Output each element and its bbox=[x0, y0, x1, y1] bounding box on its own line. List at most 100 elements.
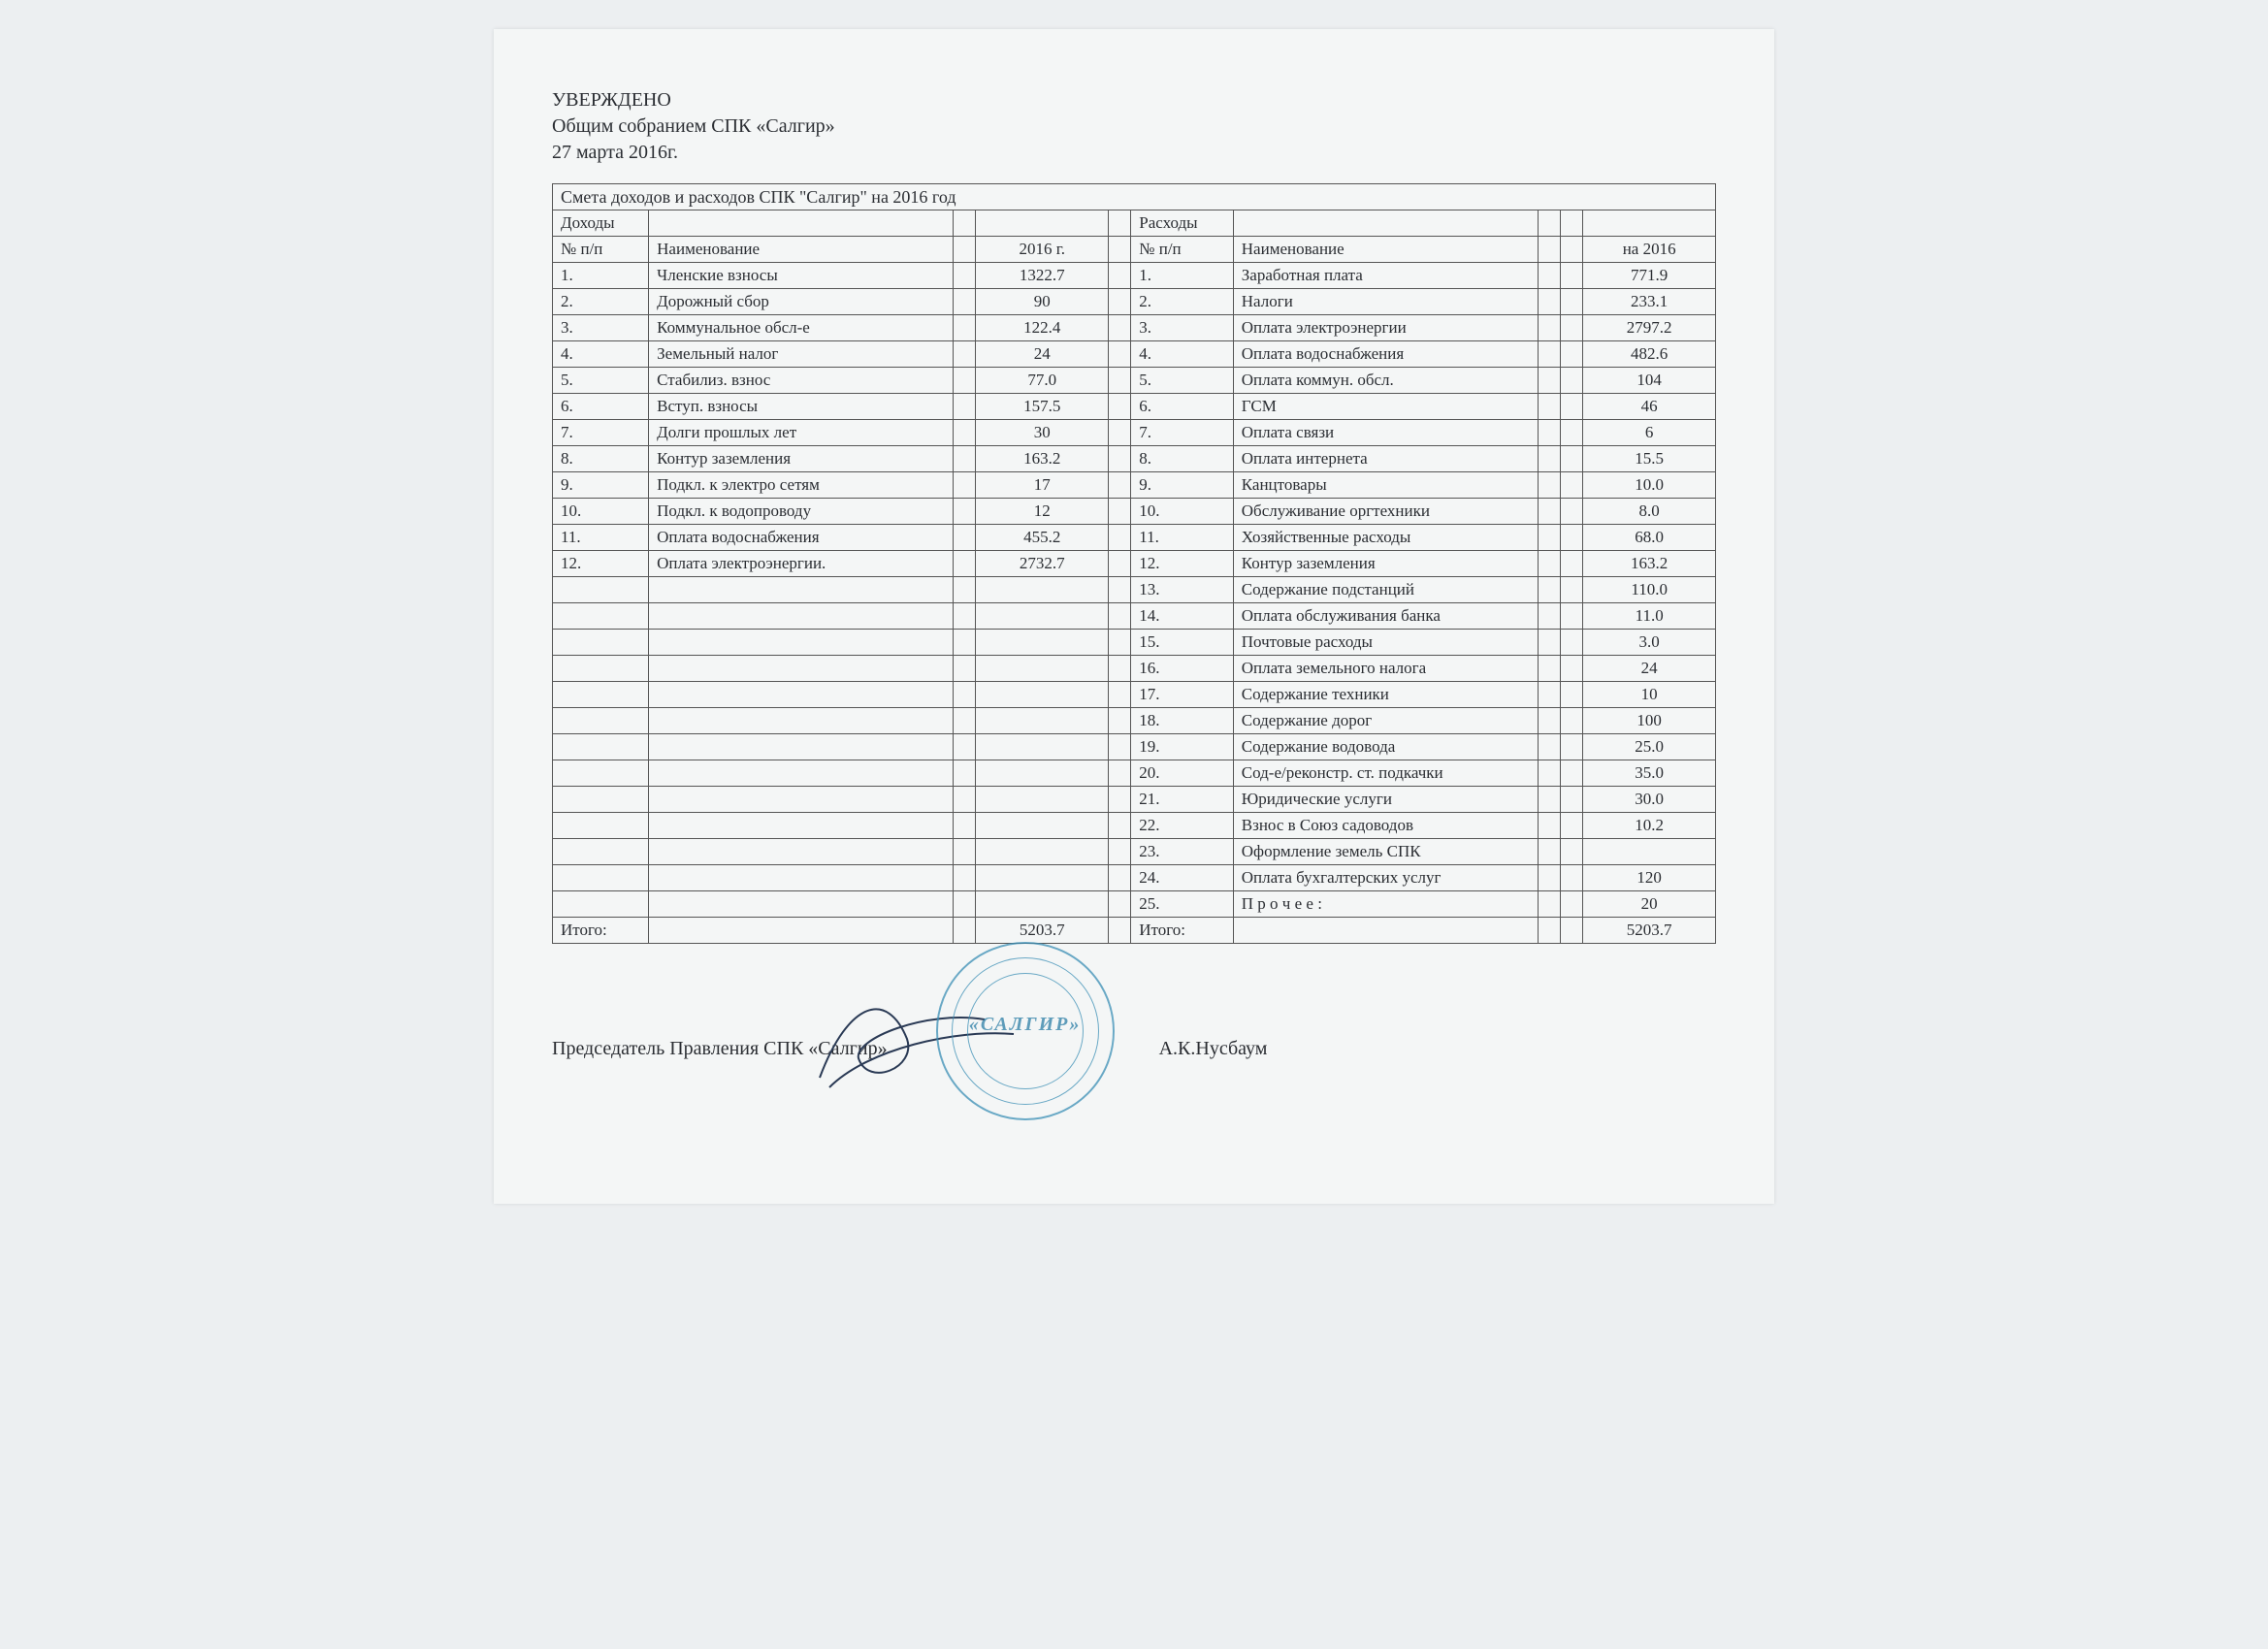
income-name: Оплата водоснабжения bbox=[649, 525, 954, 551]
income-value: 30 bbox=[976, 420, 1109, 446]
table-row: 14.Оплата обслуживания банка11.0 bbox=[553, 603, 1716, 630]
income-value bbox=[976, 865, 1109, 891]
expense-name: Содержание водовода bbox=[1233, 734, 1538, 760]
income-num bbox=[553, 603, 649, 630]
income-num: 1. bbox=[553, 263, 649, 289]
table-row: 20.Сод-е/реконстр. ст. подкачки35.0 bbox=[553, 760, 1716, 787]
expense-num: 10. bbox=[1131, 499, 1234, 525]
totals-row: Итого: 5203.7 Итого: 5203.7 bbox=[553, 918, 1716, 944]
expense-name: Взнос в Союз садоводов bbox=[1233, 813, 1538, 839]
expense-value: 120 bbox=[1583, 865, 1716, 891]
expense-value: 771.9 bbox=[1583, 263, 1716, 289]
expense-num-header: № п/п bbox=[1131, 237, 1234, 263]
expense-num: 8. bbox=[1131, 446, 1234, 472]
table-title-row: Смета доходов и расходов СПК "Салгир" на… bbox=[553, 184, 1716, 210]
income-num bbox=[553, 630, 649, 656]
expense-name: Юридические услуги bbox=[1233, 787, 1538, 813]
expense-value: 163.2 bbox=[1583, 551, 1716, 577]
table-row: 4.Земельный налог244.Оплата водоснабжени… bbox=[553, 341, 1716, 368]
table-row: 17.Содержание техники10 bbox=[553, 682, 1716, 708]
expense-name: Оплата связи bbox=[1233, 420, 1538, 446]
expense-name: Содержание дорог bbox=[1233, 708, 1538, 734]
income-value: 455.2 bbox=[976, 525, 1109, 551]
income-name: Долги прошлых лет bbox=[649, 420, 954, 446]
expense-value: 482.6 bbox=[1583, 341, 1716, 368]
income-name bbox=[649, 708, 954, 734]
income-name bbox=[649, 603, 954, 630]
income-value bbox=[976, 656, 1109, 682]
expense-name: Оформление земель СПК bbox=[1233, 839, 1538, 865]
income-name: Дорожный сбор bbox=[649, 289, 954, 315]
expense-name: Содержание подстанций bbox=[1233, 577, 1538, 603]
income-total-label: Итого: bbox=[553, 918, 649, 944]
expense-name: ГСМ bbox=[1233, 394, 1538, 420]
expense-value bbox=[1583, 839, 1716, 865]
income-value bbox=[976, 760, 1109, 787]
table-row: 22.Взнос в Союз садоводов10.2 bbox=[553, 813, 1716, 839]
income-value: 77.0 bbox=[976, 368, 1109, 394]
table-row: 9.Подкл. к электро сетям179.Канцтовары10… bbox=[553, 472, 1716, 499]
income-value bbox=[976, 603, 1109, 630]
expense-name: Содержание техники bbox=[1233, 682, 1538, 708]
income-name bbox=[649, 630, 954, 656]
expense-num: 11. bbox=[1131, 525, 1234, 551]
income-num bbox=[553, 760, 649, 787]
table-row: 25.П р о ч е е :20 bbox=[553, 891, 1716, 918]
header-row: № п/п Наименование 2016 г. № п/п Наимено… bbox=[553, 237, 1716, 263]
expense-value: 2797.2 bbox=[1583, 315, 1716, 341]
expense-name: Оплата водоснабжения bbox=[1233, 341, 1538, 368]
table-row: 21.Юридические услуги30.0 bbox=[553, 787, 1716, 813]
expense-name-header: Наименование bbox=[1233, 237, 1538, 263]
income-name-header: Наименование bbox=[649, 237, 954, 263]
income-section-label: Доходы bbox=[553, 210, 649, 237]
expense-num: 9. bbox=[1131, 472, 1234, 499]
income-num: 10. bbox=[553, 499, 649, 525]
budget-table: Смета доходов и расходов СПК "Салгир" на… bbox=[552, 183, 1716, 944]
income-value bbox=[976, 682, 1109, 708]
expense-total-label: Итого: bbox=[1131, 918, 1234, 944]
income-name: Членские взносы bbox=[649, 263, 954, 289]
expense-num: 16. bbox=[1131, 656, 1234, 682]
table-row: 13.Содержание подстанций110.0 bbox=[553, 577, 1716, 603]
income-num: 12. bbox=[553, 551, 649, 577]
income-total: 5203.7 bbox=[976, 918, 1109, 944]
expense-value: 110.0 bbox=[1583, 577, 1716, 603]
expense-num: 1. bbox=[1131, 263, 1234, 289]
income-name: Подкл. к водопроводу bbox=[649, 499, 954, 525]
income-name: Вступ. взносы bbox=[649, 394, 954, 420]
expense-value: 11.0 bbox=[1583, 603, 1716, 630]
table-row: 6.Вступ. взносы157.56.ГСМ46 bbox=[553, 394, 1716, 420]
income-year-header: 2016 г. bbox=[976, 237, 1109, 263]
income-value: 2732.7 bbox=[976, 551, 1109, 577]
income-value: 122.4 bbox=[976, 315, 1109, 341]
expense-name: Обслуживание оргтехники bbox=[1233, 499, 1538, 525]
stamp-icon: «САЛГИР» bbox=[936, 942, 1115, 1120]
expense-num: 5. bbox=[1131, 368, 1234, 394]
expense-total: 5203.7 bbox=[1583, 918, 1716, 944]
table-title: Смета доходов и расходов СПК "Салгир" на… bbox=[553, 184, 1716, 210]
expense-num: 19. bbox=[1131, 734, 1234, 760]
expense-value: 10 bbox=[1583, 682, 1716, 708]
expense-num: 18. bbox=[1131, 708, 1234, 734]
expense-name: Канцтовары bbox=[1233, 472, 1538, 499]
income-name: Контур заземления bbox=[649, 446, 954, 472]
income-name: Коммунальное обсл-е bbox=[649, 315, 954, 341]
table-row: 1.Членские взносы1322.71.Заработная плат… bbox=[553, 263, 1716, 289]
expense-value: 30.0 bbox=[1583, 787, 1716, 813]
expense-value: 3.0 bbox=[1583, 630, 1716, 656]
expense-value: 10.0 bbox=[1583, 472, 1716, 499]
expense-num: 24. bbox=[1131, 865, 1234, 891]
income-value: 157.5 bbox=[976, 394, 1109, 420]
expense-value: 10.2 bbox=[1583, 813, 1716, 839]
income-name: Оплата электроэнергии. bbox=[649, 551, 954, 577]
income-name: Земельный налог bbox=[649, 341, 954, 368]
expense-num: 25. bbox=[1131, 891, 1234, 918]
income-num: 4. bbox=[553, 341, 649, 368]
income-value: 17 bbox=[976, 472, 1109, 499]
table-row: 2.Дорожный сбор902.Налоги233.1 bbox=[553, 289, 1716, 315]
footer: Председатель Правления СПК «Салгир» «САЛ… bbox=[552, 971, 1716, 1126]
expense-name: Заработная плата bbox=[1233, 263, 1538, 289]
approved-line: УВЕРЖДЕНО bbox=[552, 87, 1716, 113]
income-value bbox=[976, 708, 1109, 734]
income-name bbox=[649, 760, 954, 787]
